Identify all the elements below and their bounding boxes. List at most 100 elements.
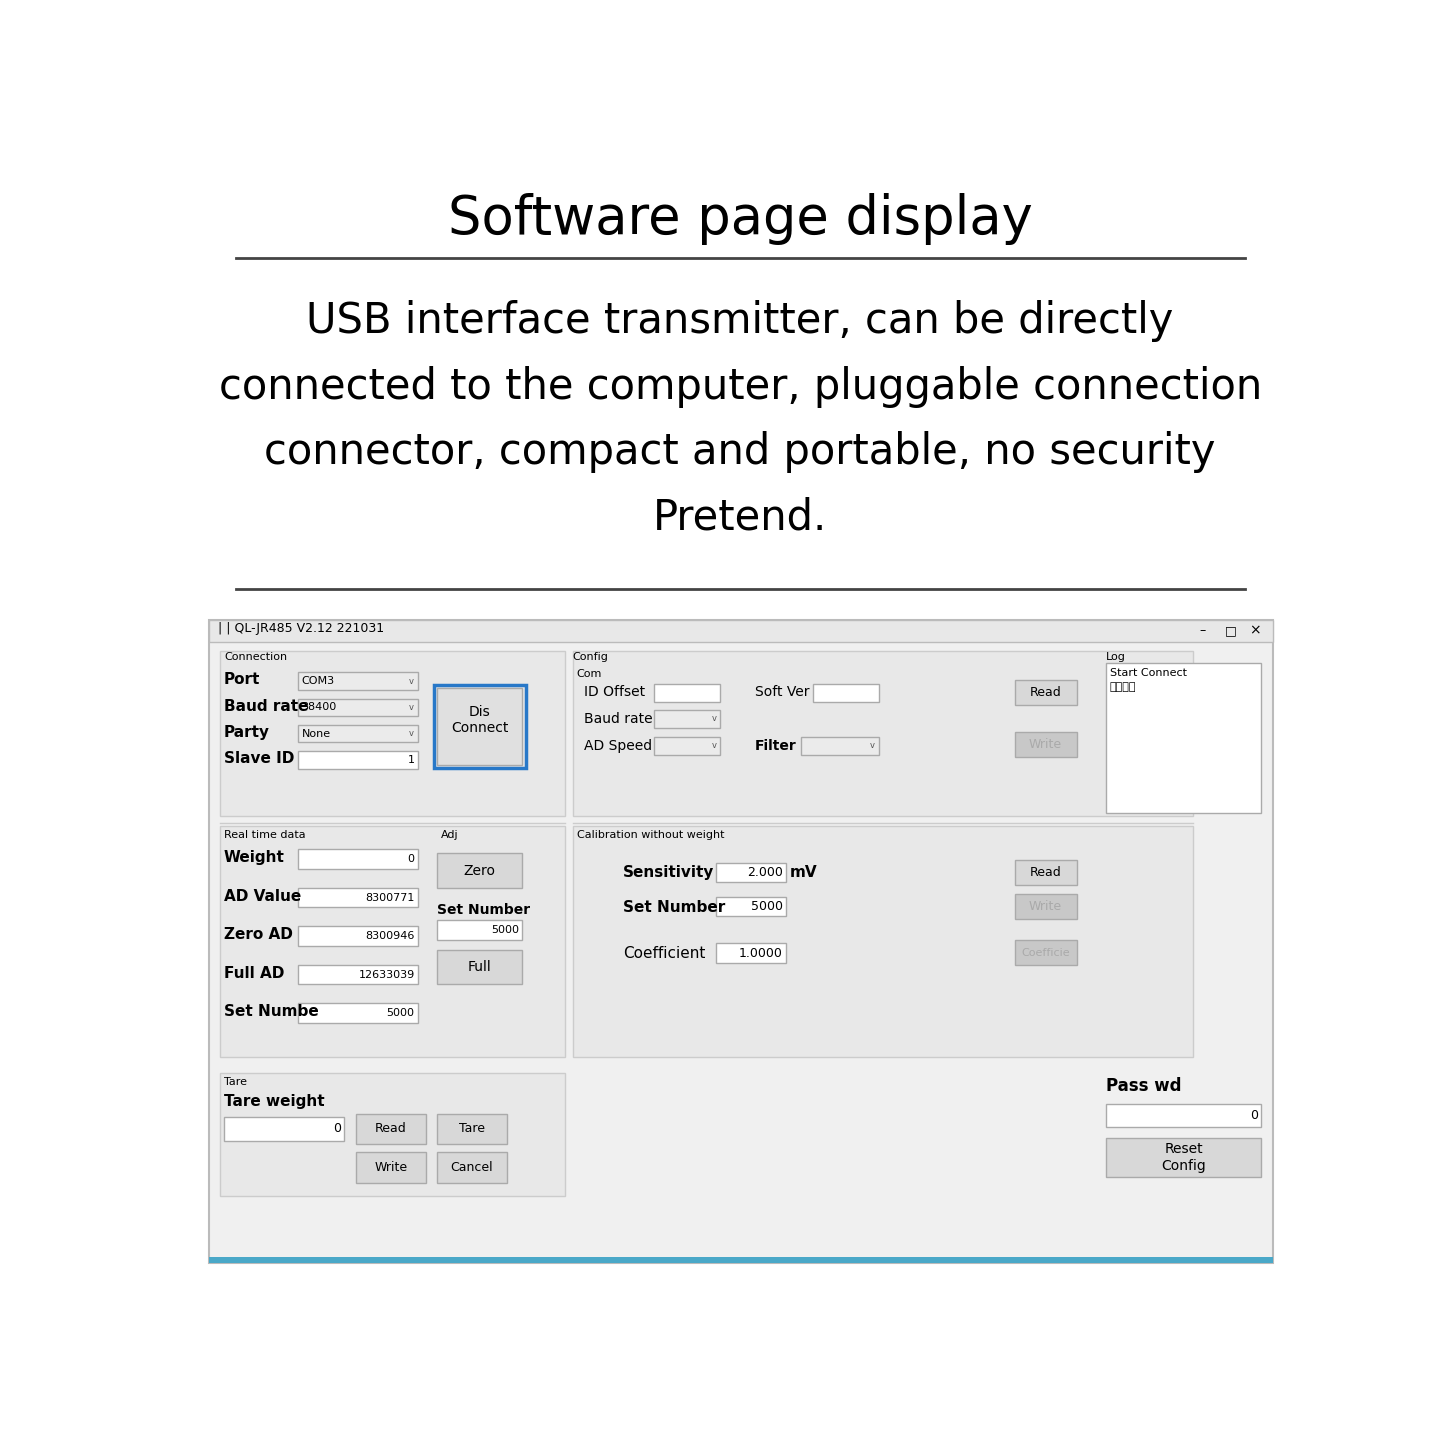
Text: connector, compact and portable, no security: connector, compact and portable, no secu… bbox=[264, 432, 1215, 474]
Text: Dis
Connect: Dis Connect bbox=[451, 705, 509, 736]
Text: | | QL-JR485 V2.12 221031: | | QL-JR485 V2.12 221031 bbox=[218, 623, 384, 636]
Bar bbox=[1014, 681, 1077, 705]
Text: AD Speed: AD Speed bbox=[584, 738, 653, 753]
Text: Calibration without weight: Calibration without weight bbox=[577, 831, 724, 840]
Text: Tare: Tare bbox=[224, 1077, 247, 1087]
Text: Pretend.: Pretend. bbox=[653, 497, 828, 539]
Text: Party: Party bbox=[224, 725, 270, 740]
Text: Coefficie: Coefficie bbox=[1022, 948, 1069, 958]
Bar bbox=[298, 926, 418, 945]
Text: Read: Read bbox=[1030, 866, 1062, 879]
Bar bbox=[814, 683, 879, 702]
Text: Slave ID: Slave ID bbox=[224, 751, 295, 766]
Text: Software page display: Software page display bbox=[448, 192, 1033, 244]
Bar bbox=[438, 1152, 507, 1183]
Text: Baud rate: Baud rate bbox=[584, 711, 653, 725]
Text: Connection: Connection bbox=[224, 652, 288, 662]
Text: 38400: 38400 bbox=[302, 702, 337, 712]
Bar bbox=[438, 1114, 507, 1144]
Text: USB interface transmitter, can be directly: USB interface transmitter, can be direct… bbox=[306, 301, 1173, 342]
Bar bbox=[655, 709, 720, 728]
Bar bbox=[355, 1152, 425, 1183]
Bar bbox=[1105, 1139, 1261, 1176]
Text: Tare: Tare bbox=[460, 1123, 486, 1136]
Bar bbox=[1014, 941, 1077, 965]
Bar bbox=[1014, 733, 1077, 757]
Text: Sensitivity: Sensitivity bbox=[623, 866, 714, 880]
Bar bbox=[438, 854, 523, 889]
Text: Tare weight: Tare weight bbox=[224, 1094, 325, 1110]
Bar bbox=[1014, 894, 1077, 919]
Text: Com: Com bbox=[577, 669, 603, 679]
Text: v: v bbox=[711, 741, 717, 750]
Text: Set Numbe: Set Numbe bbox=[224, 1004, 319, 1019]
Text: 0: 0 bbox=[407, 854, 415, 864]
Text: Baud rate: Baud rate bbox=[224, 698, 309, 714]
Text: Soft Ver: Soft Ver bbox=[754, 685, 809, 699]
Text: 8300771: 8300771 bbox=[366, 893, 415, 903]
Text: 5000: 5000 bbox=[751, 900, 783, 913]
Text: 0: 0 bbox=[332, 1123, 341, 1136]
Bar bbox=[298, 725, 418, 743]
Bar bbox=[1014, 860, 1077, 884]
Bar bbox=[224, 1117, 344, 1140]
Bar bbox=[438, 920, 523, 939]
Text: Write: Write bbox=[1029, 900, 1062, 913]
Text: Zero: Zero bbox=[464, 864, 496, 877]
Bar bbox=[1105, 1104, 1261, 1127]
Text: Config: Config bbox=[572, 652, 608, 662]
Text: Port: Port bbox=[224, 672, 260, 688]
Bar bbox=[220, 1072, 565, 1196]
Bar bbox=[655, 683, 720, 702]
Bar bbox=[208, 620, 1273, 1263]
Text: Reset
Config: Reset Config bbox=[1162, 1143, 1205, 1172]
Text: Coefficient: Coefficient bbox=[623, 946, 705, 961]
Bar bbox=[208, 620, 1273, 642]
Text: v: v bbox=[409, 676, 415, 686]
Text: None: None bbox=[302, 728, 331, 738]
Bar bbox=[298, 751, 418, 769]
Text: Filter: Filter bbox=[754, 738, 796, 753]
Text: Adj: Adj bbox=[441, 831, 458, 840]
Text: Cancel: Cancel bbox=[451, 1160, 493, 1173]
Text: Pass wd: Pass wd bbox=[1105, 1077, 1182, 1095]
Bar bbox=[655, 737, 720, 754]
Text: 连接成功: 连接成功 bbox=[1110, 682, 1136, 692]
Text: Real time data: Real time data bbox=[224, 831, 306, 840]
Bar bbox=[220, 827, 565, 1058]
Text: Set Number: Set Number bbox=[623, 900, 725, 915]
Text: 8300946: 8300946 bbox=[366, 931, 415, 941]
Bar bbox=[208, 1257, 1273, 1263]
Bar bbox=[298, 672, 418, 691]
Bar bbox=[572, 827, 1192, 1058]
Text: 5000: 5000 bbox=[491, 925, 519, 935]
Text: 2.000: 2.000 bbox=[747, 866, 783, 879]
Bar bbox=[298, 1003, 418, 1023]
Text: ×: × bbox=[1250, 624, 1261, 637]
Text: Start Connect: Start Connect bbox=[1110, 668, 1186, 678]
Text: v: v bbox=[409, 730, 415, 738]
Text: Set Number: Set Number bbox=[438, 903, 530, 918]
Text: Log: Log bbox=[1105, 652, 1126, 662]
Text: 12633039: 12633039 bbox=[358, 970, 415, 980]
Text: Full AD: Full AD bbox=[224, 965, 285, 981]
Bar bbox=[298, 889, 418, 907]
Text: Read: Read bbox=[374, 1123, 406, 1136]
Bar bbox=[298, 850, 418, 868]
Text: 1: 1 bbox=[407, 754, 415, 764]
Bar bbox=[717, 863, 786, 881]
Text: Zero AD: Zero AD bbox=[224, 928, 293, 942]
Text: COM3: COM3 bbox=[302, 676, 335, 686]
Text: –: – bbox=[1199, 624, 1205, 637]
Text: 5000: 5000 bbox=[387, 1009, 415, 1019]
Bar bbox=[220, 650, 565, 816]
Text: AD Value: AD Value bbox=[224, 889, 301, 905]
Text: v: v bbox=[870, 741, 876, 750]
Bar bbox=[355, 1114, 425, 1144]
Text: ID Offset: ID Offset bbox=[584, 685, 646, 699]
Text: Read: Read bbox=[1030, 686, 1062, 699]
Text: Weight: Weight bbox=[224, 851, 285, 866]
Bar bbox=[438, 688, 523, 764]
Text: 0: 0 bbox=[1250, 1108, 1259, 1121]
Bar bbox=[298, 965, 418, 984]
